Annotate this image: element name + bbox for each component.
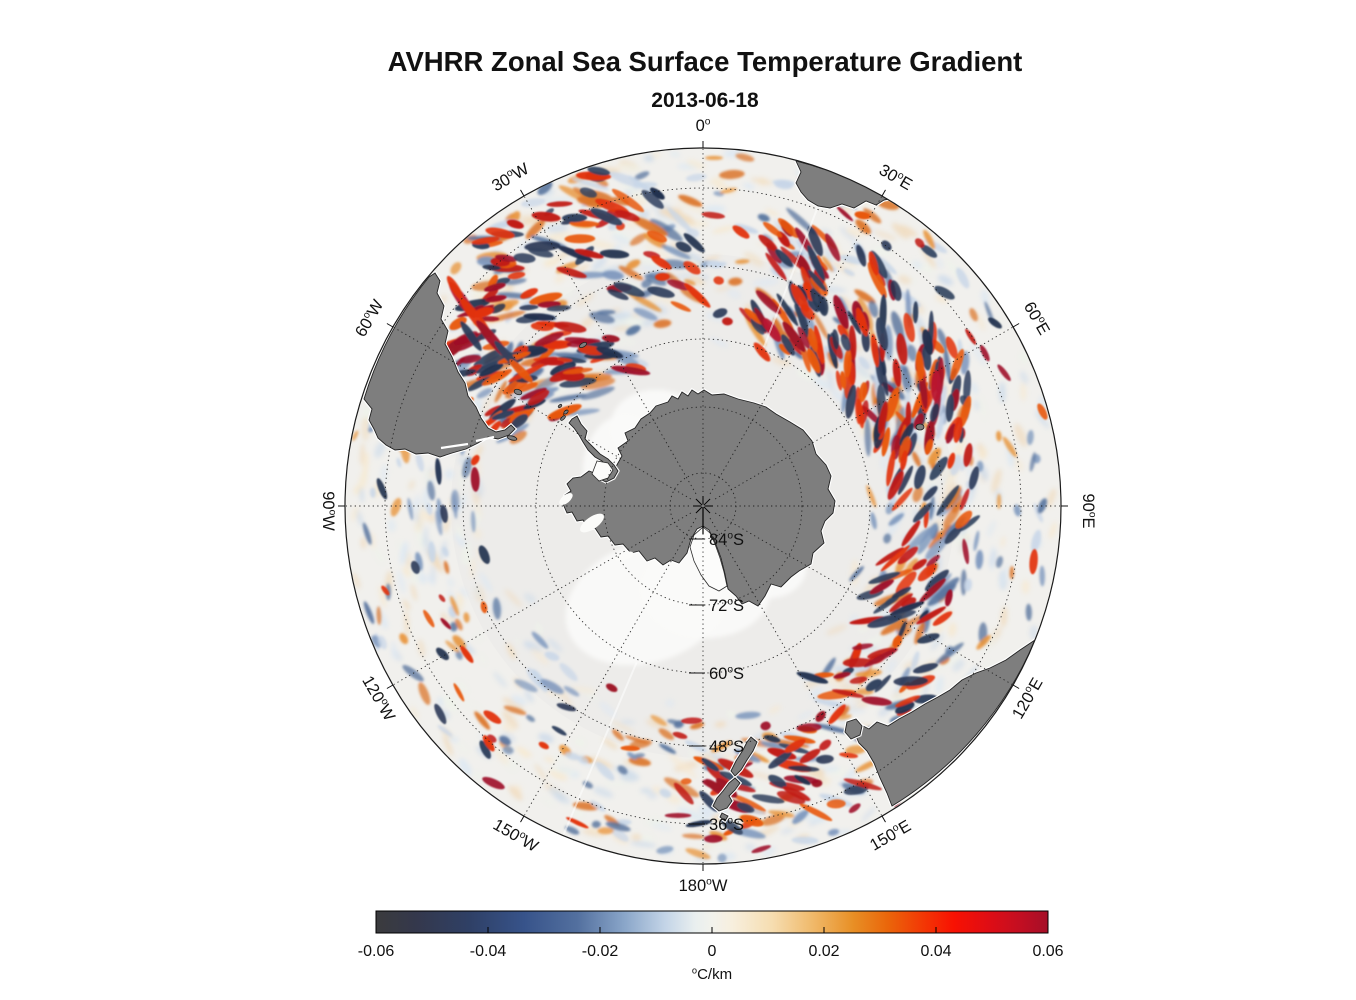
parallel-label: 36oS <box>709 816 744 834</box>
parallel-label: 60oS <box>709 665 744 683</box>
south-pole-marker <box>693 496 713 534</box>
ross-ice-shelf <box>689 526 728 592</box>
meridian-tick <box>881 189 886 197</box>
coastal-ice-patch <box>580 513 604 533</box>
coastal-ice-patch <box>559 493 573 505</box>
colorbar-unit-label: oC/km <box>692 965 732 983</box>
tasmania <box>844 718 863 740</box>
meridian-label: 180oW <box>679 877 728 895</box>
land-masses <box>362 158 1039 824</box>
ronne-ice-shelf <box>591 460 614 482</box>
map-area <box>345 148 1061 864</box>
satellite-seam <box>562 662 638 835</box>
parallel-label: 84oS <box>709 531 744 549</box>
small-island <box>560 415 566 421</box>
south_america <box>363 272 516 458</box>
meridian-label: 0o <box>696 117 711 135</box>
small-island <box>915 423 925 431</box>
colorbar: -0.06 -0.04 -0.02 0 0.02 0.04 0.06 oC/km <box>358 910 1064 983</box>
colorbar-tick-label: 0 <box>708 943 717 960</box>
colorbar-tick-label: 0.02 <box>808 943 839 960</box>
meridian-label: 90oE <box>1079 493 1097 528</box>
parallel-label: 72oS <box>709 597 744 615</box>
figure-date-subtitle: 2013-06-18 <box>651 89 759 112</box>
small-island <box>513 388 523 396</box>
meridian-label: 30oW <box>489 159 533 195</box>
meridian-tick <box>1012 323 1020 328</box>
parallel-labels: 84oS 72oS 60oS 48oS 36oS <box>689 531 744 834</box>
polar-map: 0o30oE60oE90oE120oE150oE180oW150oW120oW9… <box>319 117 1097 895</box>
figure-title: AVHRR Zonal Sea Surface Temperature Grad… <box>388 46 1023 77</box>
meridian-tick <box>386 323 394 328</box>
meridian-label: 30oE <box>876 161 916 194</box>
nz_south_island <box>712 777 741 812</box>
meridian-label: 60oE <box>1020 299 1053 339</box>
colorbar-tick-label: -0.02 <box>582 943 619 960</box>
colorbar-tick-label: -0.06 <box>358 943 395 960</box>
small-island <box>557 404 563 408</box>
meridian-tick <box>386 684 394 689</box>
australia <box>853 638 1036 807</box>
colorbar-tick-label: -0.04 <box>470 943 507 960</box>
meridian-tick <box>881 815 886 823</box>
meridian-label: 90oW <box>319 491 337 531</box>
nz_stewart <box>719 812 729 822</box>
south_africa <box>795 160 891 209</box>
eddy-field-strong <box>376 166 1048 854</box>
meridian-tick <box>520 189 525 197</box>
meridian-label: 150oE <box>867 817 914 855</box>
meridian-tick <box>520 815 525 823</box>
meridian-tick <box>1012 684 1020 689</box>
strait-gap <box>475 435 495 443</box>
strait-gap <box>440 442 469 450</box>
colorbar-tick-label: 0.06 <box>1032 943 1063 960</box>
small-island <box>578 341 588 349</box>
coastal-ice-patch <box>614 551 634 561</box>
small-island <box>506 435 518 441</box>
parallel-label: 48oS <box>709 738 744 756</box>
colorbar-tick-label: 0.04 <box>920 943 951 960</box>
meridian-label: 60oW <box>352 296 388 340</box>
antarctic_peninsula <box>568 415 619 483</box>
small-island <box>563 409 569 415</box>
